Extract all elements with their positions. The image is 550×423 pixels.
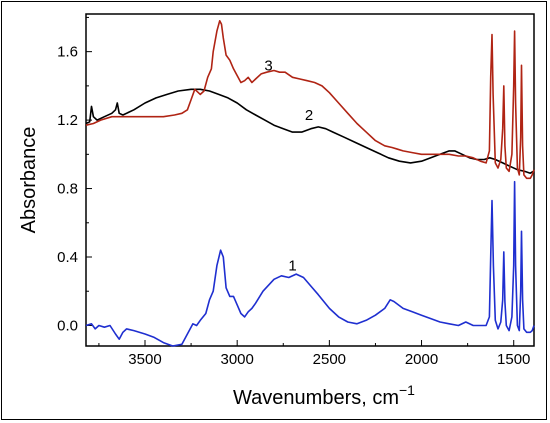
series-labels: 1 2 3	[264, 57, 313, 274]
x-tick-label: 3000	[220, 351, 253, 368]
y-tick-label: 0.0	[57, 317, 78, 334]
y-tick-label: 1.2	[57, 112, 78, 129]
series-label-2: 2	[305, 107, 313, 124]
series-layer	[85, 20, 535, 347]
x-axis-ticks: 3500 3000 2500 2000 1500	[98, 340, 530, 368]
y-tick-label: 0.8	[57, 181, 78, 198]
series-label-3: 3	[264, 57, 272, 74]
series-line-3	[85, 20, 535, 180]
x-tick-label: 3500	[128, 351, 161, 368]
y-tick-label: 1.6	[57, 44, 78, 61]
x-tick-label: 1500	[497, 351, 530, 368]
y-axis-ticks: 0.0 0.4 0.8 1.2 1.6	[57, 16, 92, 334]
y-tick-label: 0.4	[57, 249, 78, 266]
y-axis-title: Absorbance	[18, 127, 40, 234]
series-label-1: 1	[288, 258, 296, 275]
x-axis-title: Wavenumbers, cm−1	[233, 382, 415, 409]
series-line-1	[85, 180, 535, 347]
x-tick-label: 2500	[313, 351, 346, 368]
plot-area-border	[85, 13, 535, 347]
x-tick-label: 2000	[405, 351, 438, 368]
series-line-2	[85, 88, 534, 174]
